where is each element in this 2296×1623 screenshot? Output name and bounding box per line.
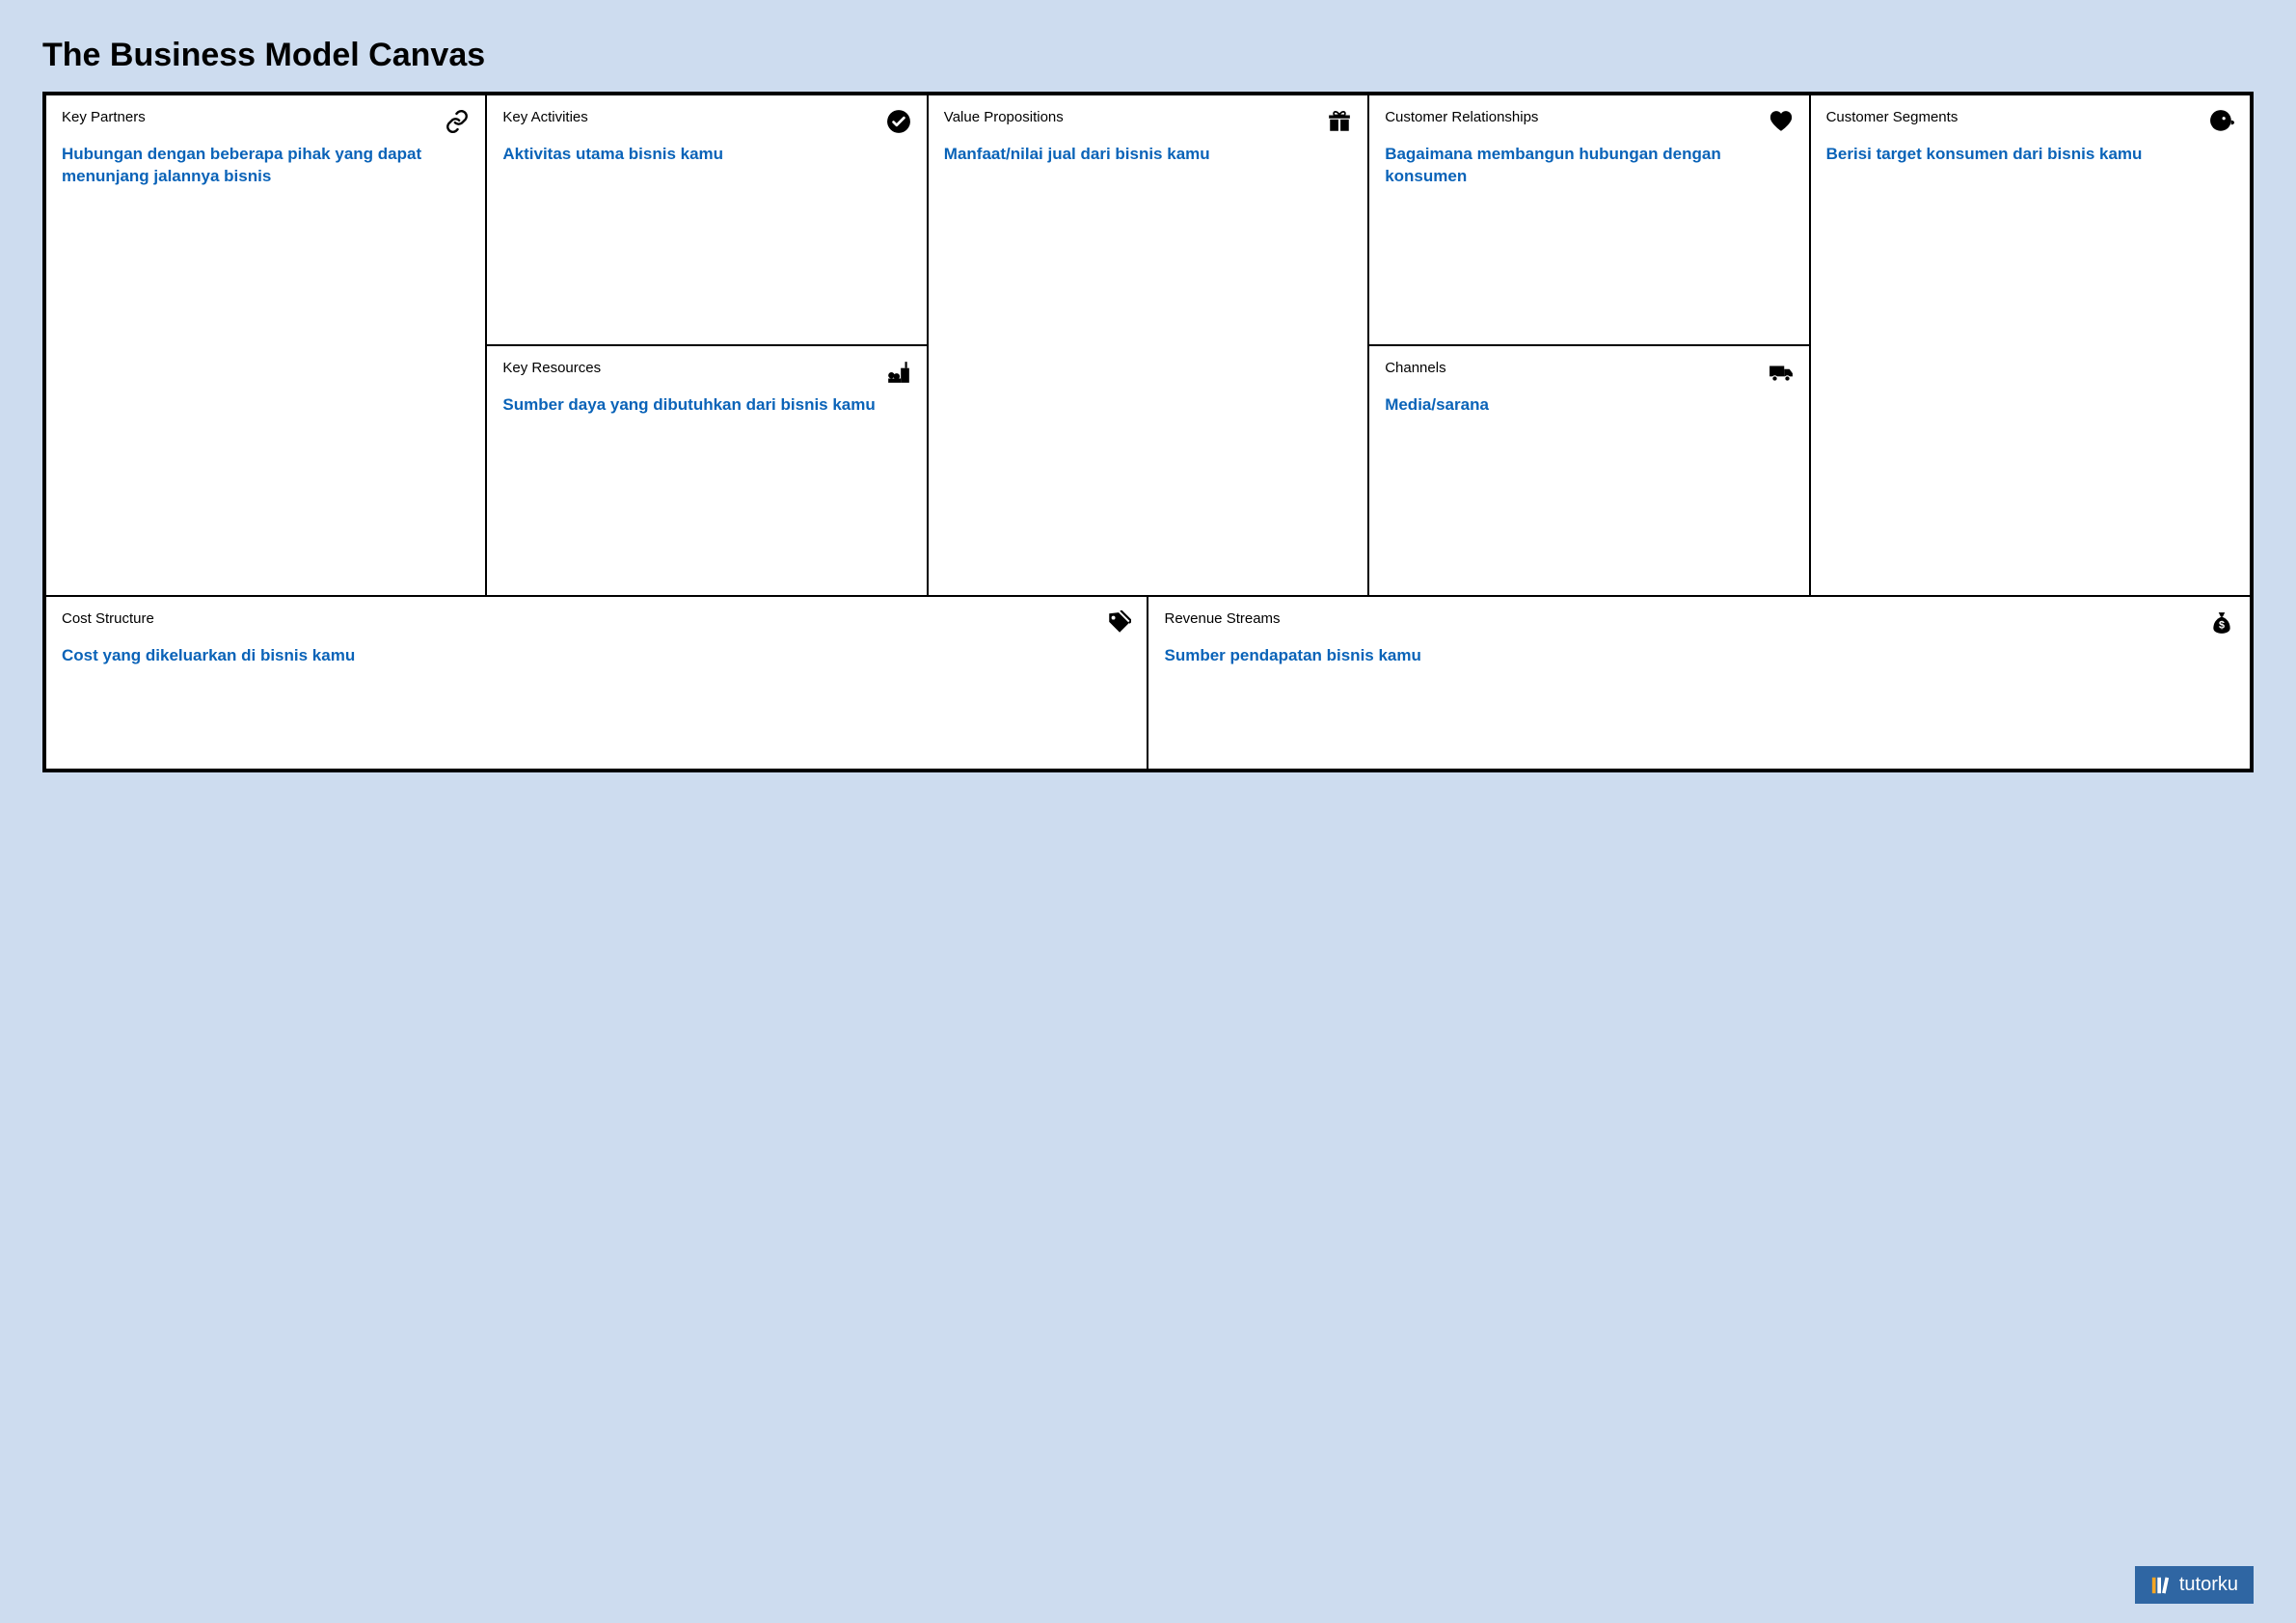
cell-customer-segments: Customer Segments Berisi target konsumen… [1810,95,2251,596]
page-title: The Business Model Canvas [42,37,2254,74]
label-value-propositions: Value Propositions [944,109,1064,125]
head-icon [2209,109,2234,134]
body-key-partners: Hubungan dengan beberapa pihak yang dapa… [62,144,470,188]
body-value-propositions: Manfaat/nilai jual dari bisnis kamu [944,144,1352,166]
label-key-partners: Key Partners [62,109,146,125]
brand-name: tutorku [2179,1574,2238,1596]
factory-icon [886,360,911,385]
check-circle-icon [886,109,911,134]
label-key-resources: Key Resources [502,360,601,376]
svg-text:$: $ [2219,619,2225,631]
tag-icon [1106,610,1131,636]
gift-icon [1327,109,1352,134]
label-key-activities: Key Activities [502,109,587,125]
label-customer-segments: Customer Segments [1826,109,1958,125]
label-revenue-streams: Revenue Streams [1164,610,1280,627]
cell-key-activities: Key Activities Aktivitas utama bisnis ka… [486,95,927,345]
moneybag-icon: $ [2209,610,2234,636]
body-revenue-streams: Sumber pendapatan bisnis kamu [1164,645,2234,667]
cell-customer-relationships: Customer Relationships Bagaimana membang… [1368,95,1809,345]
cell-key-partners: Key Partners Hubungan dengan beberapa pi… [45,95,486,596]
body-key-activities: Aktivitas utama bisnis kamu [502,144,910,166]
body-customer-relationships: Bagaimana membangun hubungan dengan kons… [1385,144,1793,188]
label-customer-relationships: Customer Relationships [1385,109,1538,125]
cell-channels: Channels Media/sarana [1368,345,1809,596]
books-icon [2150,1575,2172,1596]
brand-badge: tutorku [2135,1566,2254,1604]
cell-cost-structure: Cost Structure Cost yang dikeluarkan di … [45,596,1148,770]
body-channels: Media/sarana [1385,394,1793,417]
body-key-resources: Sumber daya yang dibutuhkan dari bisnis … [502,394,910,417]
heart-icon [1769,109,1794,134]
label-cost-structure: Cost Structure [62,610,154,627]
label-channels: Channels [1385,360,1445,376]
body-cost-structure: Cost yang dikeluarkan di bisnis kamu [62,645,1131,667]
body-customer-segments: Berisi target konsumen dari bisnis kamu [1826,144,2234,166]
cell-value-propositions: Value Propositions Manfaat/nilai jual da… [928,95,1368,596]
truck-icon [1769,360,1794,385]
cell-revenue-streams: Revenue Streams $ Sumber pendapatan bisn… [1148,596,2251,770]
cell-key-resources: Key Resources Sumber daya yang dibutuhka… [486,345,927,596]
link-icon [445,109,470,134]
bmc-canvas: Key Partners Hubungan dengan beberapa pi… [42,92,2254,772]
